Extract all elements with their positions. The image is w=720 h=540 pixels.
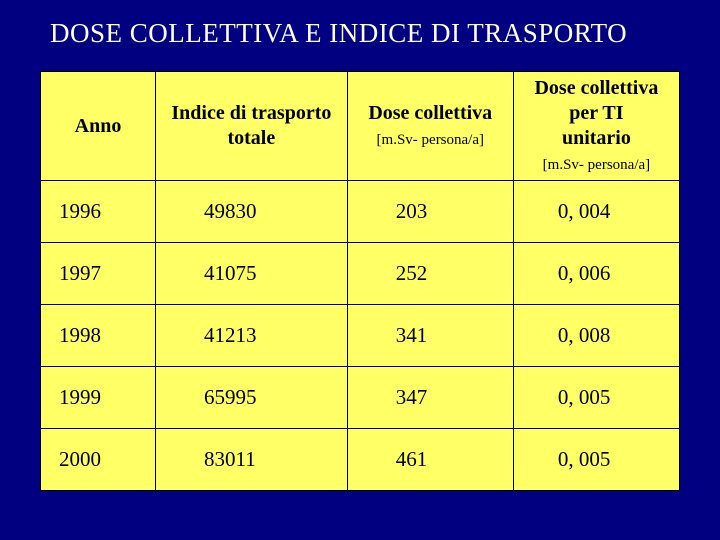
table-header-row: Anno Indice di trasporto totale Dose col… bbox=[41, 72, 680, 181]
table-body: 1996 49830 203 0, 004 1997 41075 252 0, … bbox=[41, 181, 680, 491]
cell-year: 1999 bbox=[41, 367, 156, 429]
table-row: 2000 83011 461 0, 005 bbox=[41, 429, 680, 491]
col-header-indice: Indice di trasporto totale bbox=[156, 72, 348, 181]
col-header-anno: Anno bbox=[41, 72, 156, 181]
header-text: totale bbox=[227, 127, 275, 149]
header-text: per TI bbox=[569, 102, 623, 124]
cell-dc: 252 bbox=[347, 243, 513, 305]
table-row: 1997 41075 252 0, 006 bbox=[41, 243, 680, 305]
header-text: Dose collettiva bbox=[368, 102, 492, 124]
cell-ti: 83011 bbox=[156, 429, 348, 491]
cell-dcti: 0, 006 bbox=[513, 243, 679, 305]
cell-dc: 341 bbox=[347, 305, 513, 367]
cell-dcti: 0, 005 bbox=[513, 429, 679, 491]
cell-ti: 65995 bbox=[156, 367, 348, 429]
header-text: Dose collettiva bbox=[534, 77, 658, 99]
cell-dcti: 0, 004 bbox=[513, 181, 679, 243]
col-header-dose-ti: Dose collettiva per TI unitario [m.Sv- p… bbox=[513, 72, 679, 181]
cell-year: 1998 bbox=[41, 305, 156, 367]
cell-dc: 203 bbox=[347, 181, 513, 243]
table-row: 1998 41213 341 0, 008 bbox=[41, 305, 680, 367]
table-row: 1996 49830 203 0, 004 bbox=[41, 181, 680, 243]
col-header-dose: Dose collettiva [m.Sv- persona/a] bbox=[347, 72, 513, 181]
slide: DOSE COLLETTIVA E INDICE DI TRASPORTO An… bbox=[0, 0, 720, 540]
cell-year: 1996 bbox=[41, 181, 156, 243]
slide-title: DOSE COLLETTIVA E INDICE DI TRASPORTO bbox=[50, 18, 680, 49]
cell-ti: 49830 bbox=[156, 181, 348, 243]
cell-ti: 41213 bbox=[156, 305, 348, 367]
header-unit: [m.Sv- persona/a] bbox=[377, 132, 484, 148]
cell-dcti: 0, 005 bbox=[513, 367, 679, 429]
header-text: Anno bbox=[75, 115, 122, 137]
data-table: Anno Indice di trasporto totale Dose col… bbox=[40, 71, 680, 491]
cell-ti: 41075 bbox=[156, 243, 348, 305]
table-row: 1999 65995 347 0, 005 bbox=[41, 367, 680, 429]
cell-dc: 347 bbox=[347, 367, 513, 429]
cell-dc: 461 bbox=[347, 429, 513, 491]
cell-year: 1997 bbox=[41, 243, 156, 305]
cell-year: 2000 bbox=[41, 429, 156, 491]
cell-dcti: 0, 008 bbox=[513, 305, 679, 367]
header-text: unitario bbox=[562, 127, 631, 149]
header-text: Indice di trasporto bbox=[171, 102, 331, 124]
header-unit: [m.Sv- persona/a] bbox=[543, 157, 650, 173]
